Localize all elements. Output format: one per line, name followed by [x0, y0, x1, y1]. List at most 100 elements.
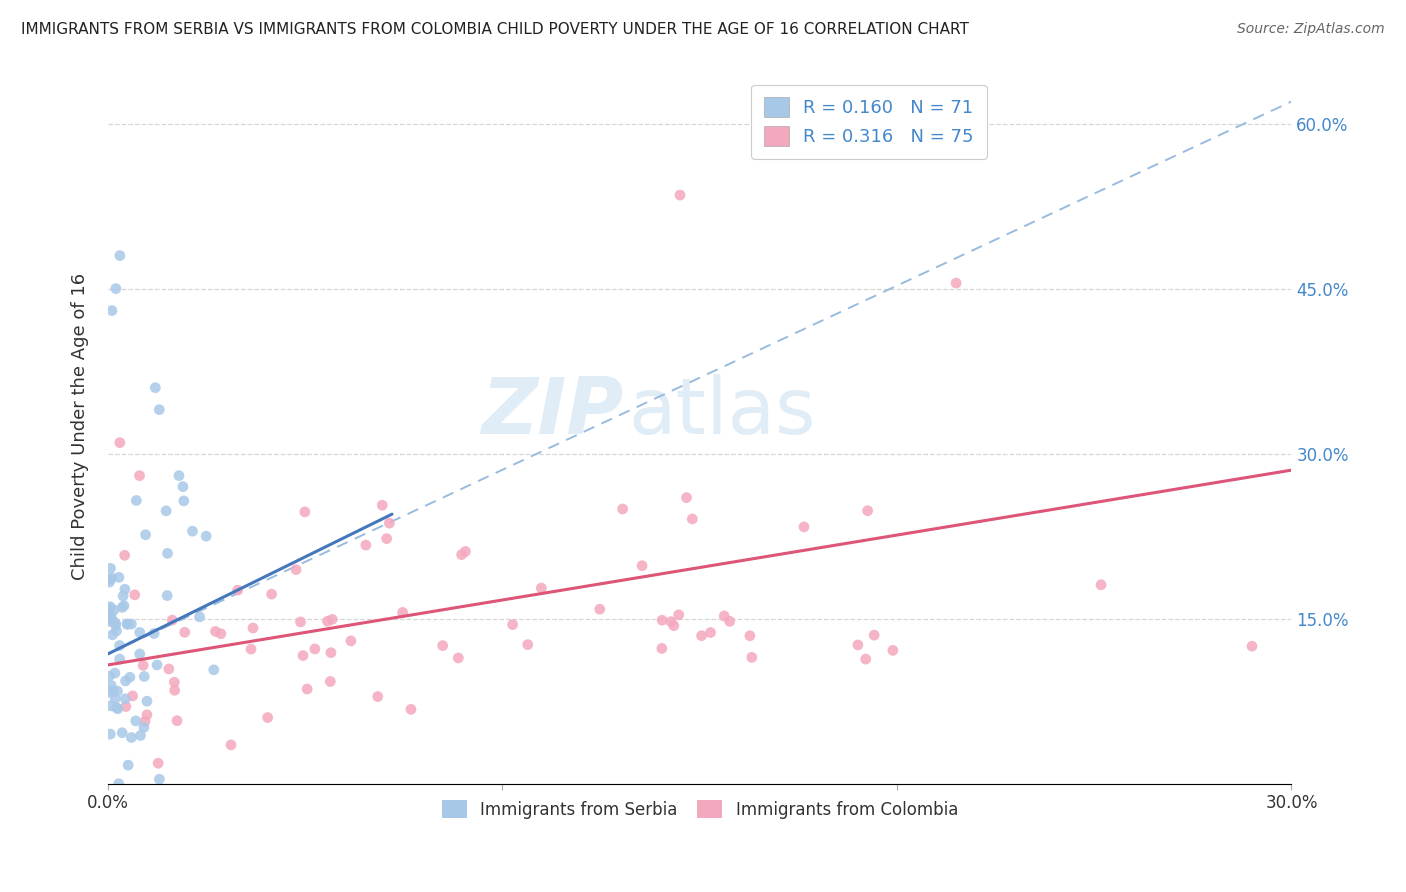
- Point: [856, 504, 879, 518]
- Point: [188, 610, 211, 624]
- Point: [160, 613, 183, 627]
- Point: [132, 658, 155, 673]
- Point: [319, 646, 342, 660]
- Point: [125, 714, 148, 728]
- Point: [120, 731, 142, 745]
- Point: [256, 710, 278, 724]
- Point: [156, 546, 179, 560]
- Point: [367, 690, 389, 704]
- Point: [260, 587, 283, 601]
- Point: [855, 652, 877, 666]
- Point: [128, 468, 150, 483]
- Point: [114, 691, 136, 706]
- Point: [375, 532, 398, 546]
- Text: IMMIGRANTS FROM SERBIA VS IMMIGRANTS FROM COLOMBIA CHILD POVERTY UNDER THE AGE O: IMMIGRANTS FROM SERBIA VS IMMIGRANTS FRO…: [21, 22, 969, 37]
- Point: [115, 617, 138, 632]
- Point: [432, 639, 454, 653]
- Point: [226, 583, 249, 598]
- Point: [125, 493, 148, 508]
- Point: [104, 282, 127, 296]
- Point: [120, 617, 142, 632]
- Point: [121, 689, 143, 703]
- Point: [1090, 578, 1112, 592]
- Point: [447, 651, 470, 665]
- Point: [108, 435, 131, 450]
- Point: [97, 611, 120, 625]
- Point: [101, 303, 124, 318]
- Y-axis label: Child Poverty Under the Age of 16: Child Poverty Under the Age of 16: [72, 273, 89, 580]
- Point: [945, 276, 967, 290]
- Point: [612, 502, 634, 516]
- Point: [97, 615, 120, 629]
- Point: [516, 638, 538, 652]
- Point: [146, 657, 169, 672]
- Point: [454, 544, 477, 558]
- Point: [209, 626, 232, 640]
- Point: [98, 575, 121, 590]
- Point: [101, 684, 124, 698]
- Point: [219, 738, 242, 752]
- Point: [166, 714, 188, 728]
- Point: [240, 642, 263, 657]
- Point: [285, 563, 308, 577]
- Point: [354, 538, 377, 552]
- Point: [316, 614, 339, 628]
- Point: [863, 628, 886, 642]
- Point: [659, 615, 682, 629]
- Point: [738, 629, 761, 643]
- Point: [107, 701, 129, 715]
- Point: [242, 621, 264, 635]
- Point: [450, 548, 472, 562]
- Point: [112, 589, 135, 603]
- Point: [100, 679, 122, 693]
- Text: ZIP: ZIP: [481, 374, 623, 450]
- Point: [101, 628, 124, 642]
- Point: [304, 642, 326, 657]
- Point: [668, 607, 690, 622]
- Point: [132, 720, 155, 734]
- Point: [172, 480, 194, 494]
- Point: [163, 675, 186, 690]
- Legend: Immigrants from Serbia, Immigrants from Colombia: Immigrants from Serbia, Immigrants from …: [434, 794, 965, 825]
- Point: [128, 647, 150, 661]
- Point: [669, 188, 692, 202]
- Point: [793, 520, 815, 534]
- Point: [128, 625, 150, 640]
- Point: [294, 505, 316, 519]
- Point: [98, 727, 121, 741]
- Point: [741, 650, 763, 665]
- Point: [204, 624, 226, 639]
- Text: atlas: atlas: [628, 374, 817, 450]
- Point: [98, 669, 121, 683]
- Point: [675, 491, 697, 505]
- Point: [143, 381, 166, 395]
- Point: [134, 669, 156, 683]
- Point: [163, 683, 186, 698]
- Point: [104, 616, 127, 631]
- Point: [100, 698, 122, 713]
- Point: [662, 618, 685, 632]
- Point: [173, 494, 195, 508]
- Point: [846, 638, 869, 652]
- Point: [195, 529, 218, 543]
- Point: [690, 629, 713, 643]
- Point: [108, 652, 131, 666]
- Point: [100, 571, 122, 585]
- Point: [103, 615, 125, 629]
- Point: [136, 694, 159, 708]
- Point: [631, 558, 654, 573]
- Point: [155, 504, 177, 518]
- Point: [157, 662, 180, 676]
- Point: [98, 601, 121, 615]
- Point: [108, 249, 131, 263]
- Point: [290, 615, 312, 629]
- Point: [148, 402, 170, 417]
- Point: [399, 702, 422, 716]
- Point: [156, 589, 179, 603]
- Point: [713, 609, 735, 624]
- Point: [292, 648, 315, 663]
- Point: [651, 613, 673, 627]
- Point: [295, 681, 318, 696]
- Point: [589, 602, 612, 616]
- Point: [681, 512, 703, 526]
